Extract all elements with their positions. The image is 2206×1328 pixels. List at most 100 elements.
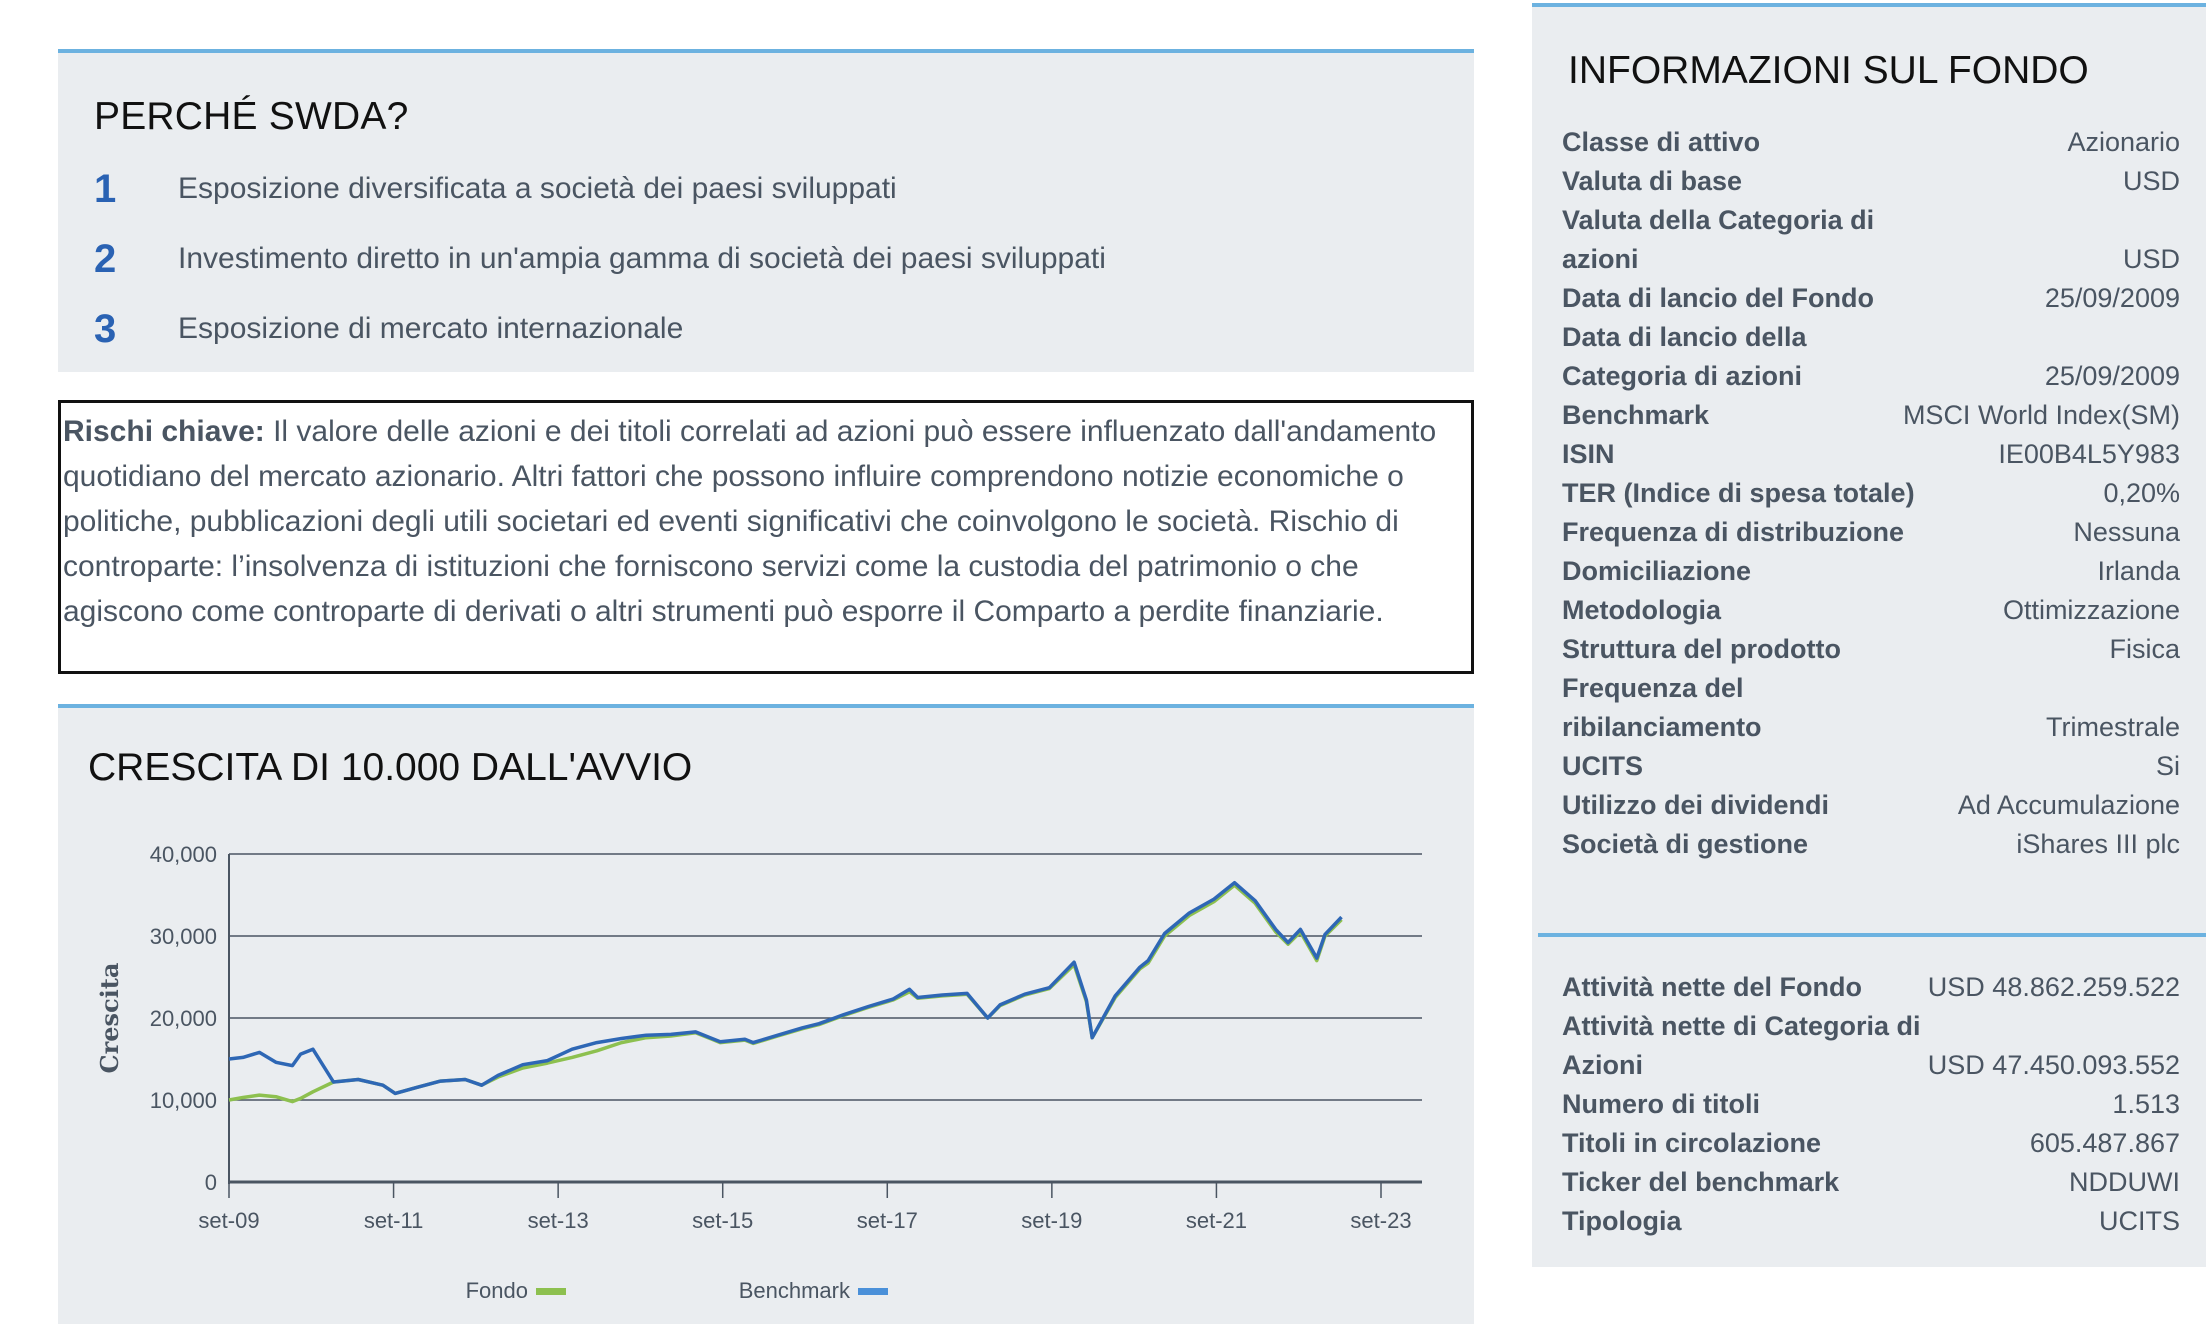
why-item-number: 1: [94, 166, 117, 211]
key-risks-text: Il valore delle azioni e dei titoli corr…: [63, 415, 1437, 628]
fact-label: Frequenza di distribuzione: [1562, 517, 1905, 547]
fact-label: Domiciliazione: [1562, 556, 1752, 586]
fact-label: UCITS: [1562, 751, 1643, 781]
fact-value: MSCI World Index(SM): [1902, 400, 2180, 430]
fact-row: Valuta di base USD: [1562, 162, 2180, 201]
fact-row: Benchmark MSCI World Index(SM): [1562, 396, 2180, 435]
fact-label: Tipologia: [1562, 1206, 1682, 1236]
fact-value: USD: [2122, 244, 2180, 274]
fund-facts-list: Classe di attivo Azionario Valuta di base U…: [1562, 123, 2180, 864]
fact-label: Titoli in circolazione: [1562, 1128, 1822, 1158]
why-panel: PERCHÉ SWDA? 1 Esposizione diversificata…: [58, 49, 1474, 372]
legend-swatch: [536, 1288, 566, 1295]
fund-assets-list: Attività nette del Fondo USD 48.862.259.5…: [1562, 968, 2180, 1241]
section-divider: [1538, 933, 2206, 937]
y-axis-label: Crescita: [95, 963, 124, 1074]
why-item-number: 2: [94, 236, 117, 281]
growth-line-chart: 0 10,000 20,000 30,000 40,000 set-09 set-11 set…: [95, 842, 1422, 1303]
fact-value: UCITS: [2099, 1206, 2180, 1236]
fact-label: Numero di titoli: [1562, 1089, 1760, 1119]
fact-value: Ad Accumulazione: [1957, 790, 2180, 820]
fact-label: TER (Indice di spesa totale): [1562, 478, 1915, 508]
fact-row: Frequenza di distribuzione Nessuna: [1562, 513, 2180, 552]
fact-label: Valuta della Categoria di azioni: [1562, 205, 1875, 274]
y-tick-label: 20,000: [150, 1006, 217, 1031]
fact-label: Utilizzo dei dividendi: [1562, 790, 1830, 820]
fact-value: USD: [2122, 166, 2180, 196]
fact-value: IE00B4L5Y983: [1998, 439, 2180, 469]
fact-label: ISIN: [1562, 439, 1615, 469]
fact-row: Data di lancio del Fondo 25/09/2009: [1562, 279, 2180, 318]
fact-row: UCITS Si: [1562, 747, 2180, 786]
fact-row: Attività nette del Fondo USD 48.862.259.5…: [1562, 968, 2180, 1007]
fact-value: USD 48.862.259.522: [1927, 972, 2180, 1002]
fact-label: Benchmark: [1562, 400, 1710, 430]
why-item-number: 3: [94, 306, 117, 351]
x-tick-label: set-23: [1350, 1208, 1411, 1233]
fact-value: 0,20%: [2103, 478, 2180, 508]
fact-row: Domiciliazione Irlanda: [1562, 552, 2180, 591]
fact-value: 25/09/2009: [2044, 361, 2180, 391]
x-tick-label: set-15: [692, 1208, 753, 1233]
legend-swatch: [858, 1288, 888, 1295]
x-tick-label: set-09: [198, 1208, 259, 1233]
fact-row: Metodologia Ottimizzazione: [1562, 591, 2180, 630]
y-tick-label: 10,000: [150, 1088, 217, 1113]
fact-label: Classe di attivo: [1562, 127, 1761, 157]
fact-row: Tipologia UCITS: [1562, 1202, 2180, 1241]
fact-row: TER (Indice di spesa totale) 0,20%: [1562, 474, 2180, 513]
fact-row: Attività nette di Categoria di Azioni USD…: [1562, 1007, 2180, 1085]
fact-label: Metodologia: [1562, 595, 1721, 625]
fact-label: Struttura del prodotto: [1562, 634, 1841, 664]
fact-row: Classe di attivo Azionario: [1562, 123, 2180, 162]
y-tick-label: 30,000: [150, 924, 217, 949]
x-tick-label: set-17: [857, 1208, 918, 1233]
fact-label: Valuta di base: [1562, 166, 1743, 196]
x-tick-label: set-13: [528, 1208, 589, 1233]
fund-series-line: [228, 883, 1343, 1104]
fact-label: Attività nette di Categoria di Azioni: [1562, 1011, 1921, 1080]
why-item: 2 Investimento diretto in un'ampia gamma…: [94, 234, 1106, 284]
why-item: 1 Esposizione diversificata a società de…: [94, 164, 897, 214]
fact-row: Struttura del prodotto Fisica: [1562, 630, 2180, 669]
fact-label: Frequenza del ribilanciamento: [1562, 673, 1762, 742]
fact-row: ISIN IE00B4L5Y983: [1562, 435, 2180, 474]
legend-label: Benchmark: [739, 1278, 851, 1303]
fact-value: Ottimizzazione: [2002, 595, 2180, 625]
why-item-text: Esposizione di mercato internazionale: [178, 312, 684, 345]
fact-label: Ticker del benchmark: [1562, 1167, 1840, 1197]
fact-value: Trimestrale: [2045, 712, 2180, 742]
key-risks-box: Rischi chiave: Il valore delle azioni e …: [58, 400, 1474, 674]
fund-info-title: INFORMAZIONI SUL FONDO: [1568, 49, 2089, 92]
fact-row: Ticker del benchmark NDDUWI: [1562, 1163, 2180, 1202]
fact-label: Società di gestione: [1562, 829, 1809, 859]
fact-label: Attività nette del Fondo: [1562, 972, 1862, 1002]
fact-value: USD 47.450.093.552: [1927, 1050, 2180, 1080]
fact-value: 25/09/2009: [2044, 283, 2180, 313]
fact-label: Data di lancio della Categoria di azioni: [1562, 322, 1807, 391]
benchmark-series-line: [228, 880, 1343, 1096]
fact-row: Frequenza del ribilanciamento Trimestrale: [1562, 669, 2180, 747]
fund-info-panel: INFORMAZIONI SUL FONDO Classe di attivo A…: [1532, 3, 2206, 1267]
why-title: PERCHÉ SWDA?: [94, 95, 409, 138]
x-tick-label: set-21: [1186, 1208, 1247, 1233]
why-item-text: Investimento diretto in un'ampia gamma d…: [178, 242, 1106, 275]
fact-row: Società di gestione iShares III plc: [1562, 825, 2180, 864]
fact-value: Azionario: [2067, 127, 2180, 157]
fact-value: iShares III plc: [2016, 829, 2180, 859]
y-tick-label: 40,000: [150, 842, 217, 867]
legend-label: Fondo: [466, 1278, 528, 1303]
why-item: 3 Esposizione di mercato internazionale: [94, 304, 683, 354]
fact-value: Si: [2155, 751, 2180, 781]
fact-value: NDDUWI: [2069, 1167, 2180, 1197]
key-risks-label: Rischi chiave:: [63, 415, 265, 448]
growth-chart-title: CRESCITA DI 10.000 DALL'AVVIO: [88, 746, 693, 789]
fact-value: 1.513: [2112, 1089, 2180, 1119]
fact-value: Nessuna: [2073, 517, 2180, 547]
fact-value: 605.487.867: [2029, 1128, 2180, 1158]
why-item-text: Esposizione diversificata a società dei …: [178, 172, 897, 205]
fact-value: Fisica: [2109, 634, 2180, 664]
fact-row: Numero di titoli 1.513: [1562, 1085, 2180, 1124]
fact-row: Data di lancio della Categoria di azioni…: [1562, 318, 2180, 396]
growth-chart-panel: CRESCITA DI 10.000 DALL'AVVIO 0 10,000 20,…: [58, 704, 1474, 1324]
